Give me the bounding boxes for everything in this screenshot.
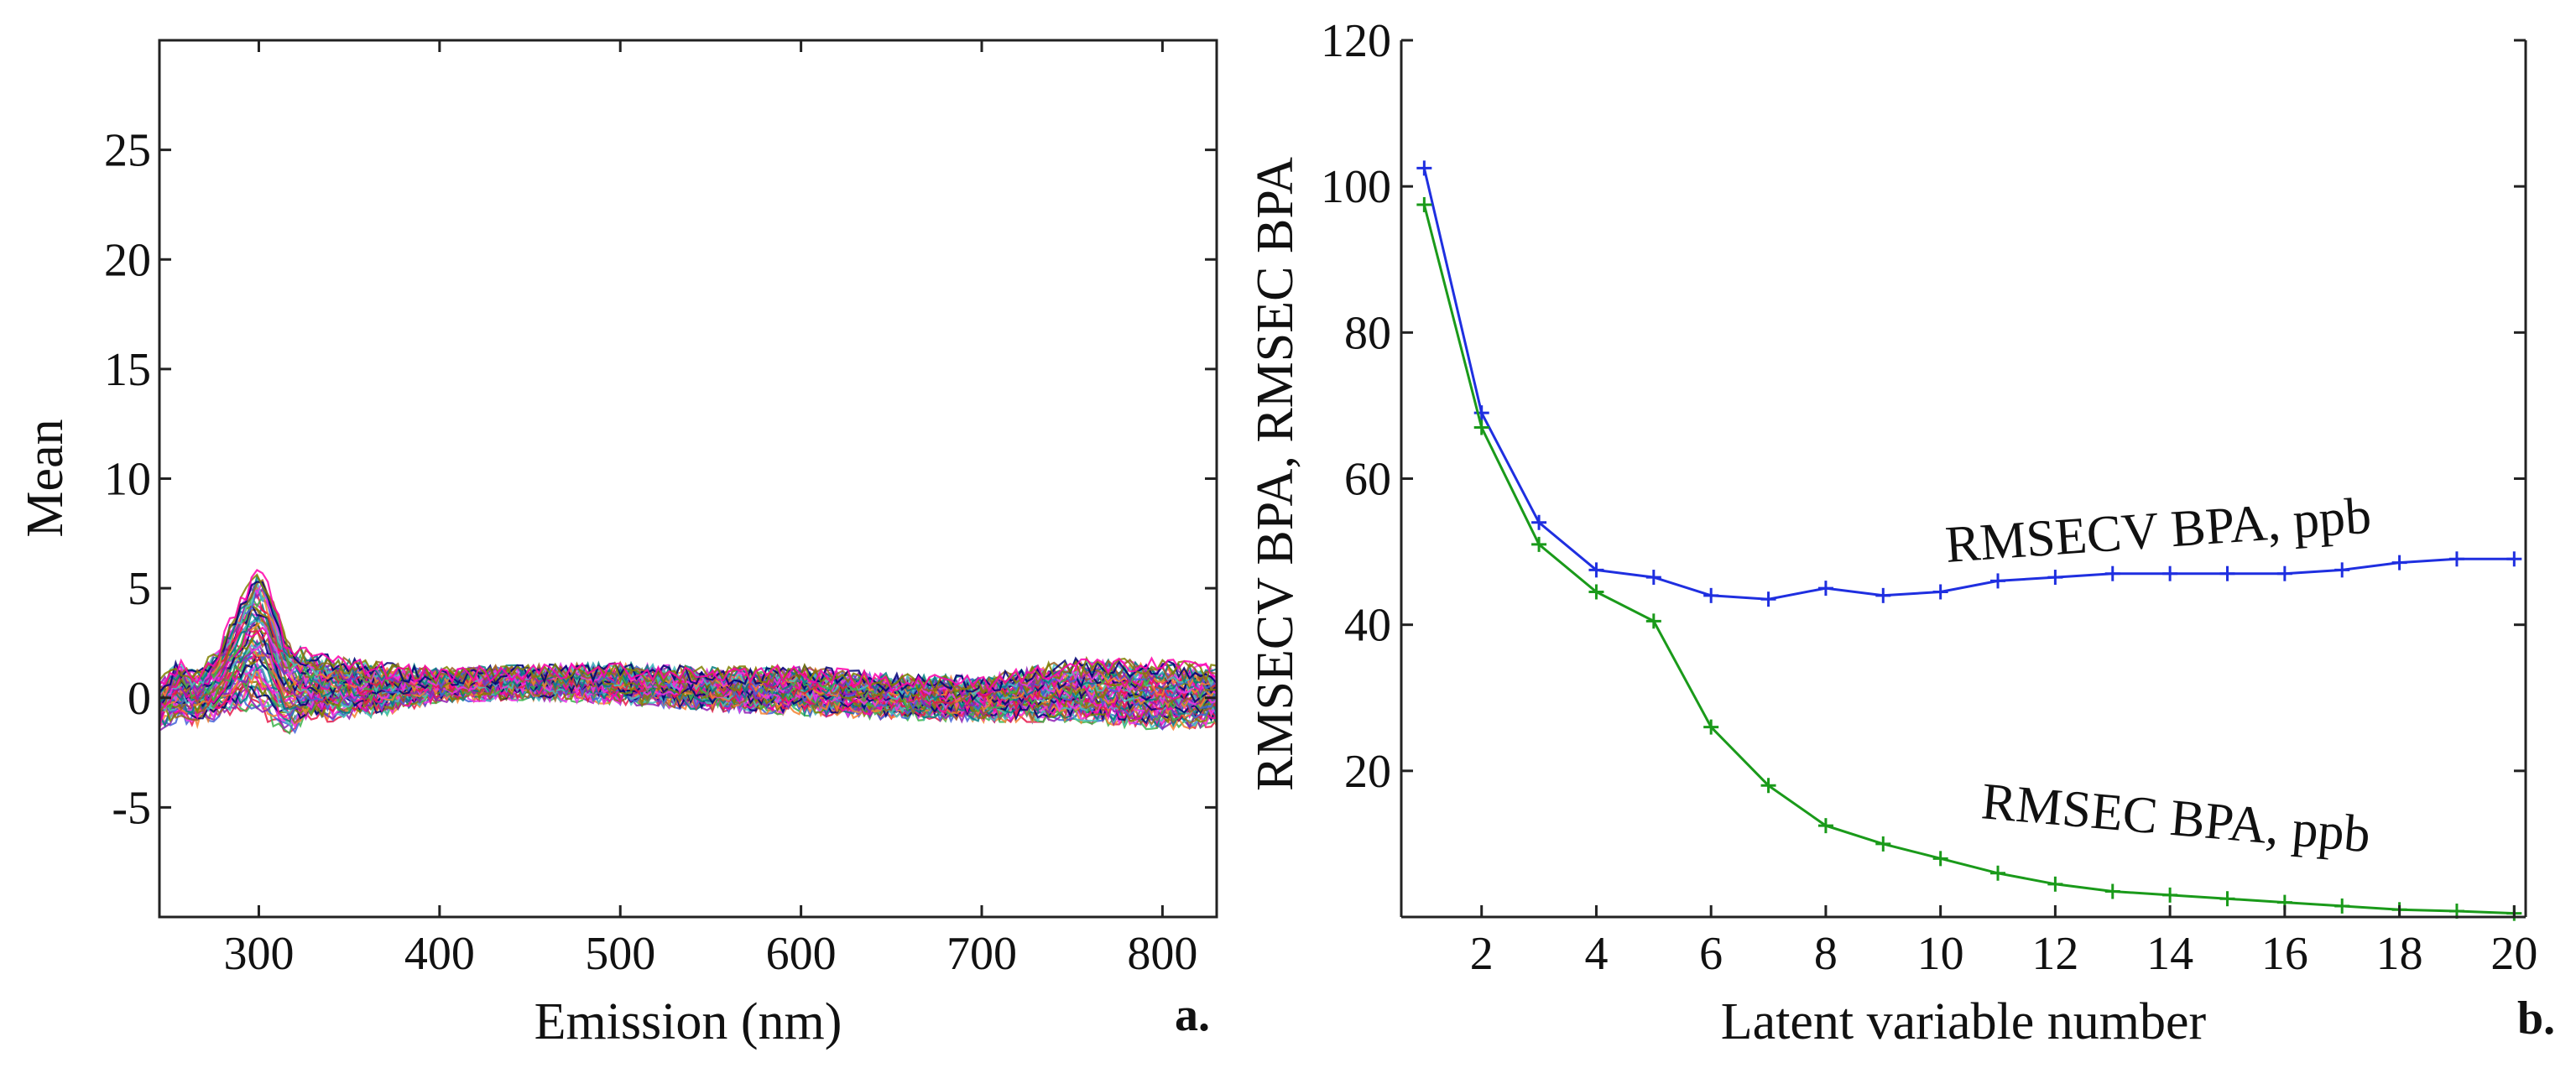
data-point-marker [2506, 551, 2522, 567]
data-point-marker [1990, 573, 2006, 589]
annotation-rmsec: RMSEC BPA, ppb [1979, 773, 2373, 863]
panel-b-x-tick-label: 8 [1814, 928, 1838, 980]
spectrum-line [159, 573, 1218, 695]
panel-b-x-tick-label: 10 [1917, 928, 1964, 980]
data-point-marker [2162, 887, 2178, 903]
data-point-marker [2047, 570, 2063, 586]
panel-b-x-tick-label: 4 [1584, 928, 1608, 980]
panel-b-y-tick-label: 20 [1344, 746, 1391, 798]
data-point-marker [1531, 536, 1547, 552]
panel-a-y-axis-title: Mean [17, 419, 74, 537]
panel-b-x-tick-label: 6 [1699, 928, 1723, 980]
annotation-rmsecv: RMSECV BPA, ppb [1943, 487, 2373, 574]
panel-a-x-tick-label: 300 [223, 928, 294, 980]
data-point-marker [1760, 778, 1776, 794]
data-point-marker [1588, 584, 1604, 600]
panel-a-x-axis-title: Emission (nm) [534, 993, 842, 1050]
data-point-marker [2219, 891, 2235, 907]
panel-a-x-tick-label: 500 [585, 928, 655, 980]
panel-a-x-tick-label: 800 [1127, 928, 1197, 980]
data-point-marker [2219, 565, 2235, 581]
data-point-marker [2334, 898, 2350, 914]
panel-b-y-tick-label: 60 [1344, 454, 1391, 506]
data-point-marker [1932, 584, 1948, 600]
data-point-marker [2391, 555, 2407, 570]
panel-b-x-tick-label: 2 [1470, 928, 1494, 980]
spectrum-line [159, 569, 1218, 692]
panel-a-y-tick-label: 5 [128, 563, 151, 615]
data-point-marker [1531, 514, 1547, 530]
data-point-marker [2104, 565, 2120, 581]
panel-a-y-tick-label: 0 [128, 673, 151, 725]
data-point-marker [1932, 851, 1948, 867]
panel-b-axes [1400, 40, 2527, 919]
data-point-marker [2047, 876, 2063, 892]
panel-a-x-tick-label: 700 [946, 928, 1017, 980]
data-point-marker [1875, 836, 1891, 852]
panel-b-x-tick-label: 14 [2146, 928, 2193, 980]
panel-b-y-axis-title: RMSECV BPA, RMSEC BPA [1247, 157, 1304, 791]
data-point-marker [1416, 160, 1432, 176]
panel-b-y-tick-label: 120 [1321, 15, 1391, 67]
panel-b-series [1416, 160, 2522, 921]
panel-b-x-tick-label: 16 [2261, 928, 2308, 980]
panel-b-x-tick-label: 12 [2031, 928, 2078, 980]
panel-b-x-tick-label: 20 [2490, 928, 2537, 980]
data-point-marker [1817, 581, 1833, 597]
data-point-marker [1703, 719, 1719, 735]
panel-a-y-tick-label: 20 [104, 234, 151, 286]
data-point-marker [2448, 551, 2464, 567]
panel-b: 2 4 6 8 10 12 14 16 18 20 20 40 60 80 100 120 Latent va… [1247, 15, 2555, 1050]
data-point-marker [1703, 587, 1719, 603]
data-point-marker [2104, 883, 2120, 899]
panel-a-ticks: 300 400 500 600 700 800 -5 0 5 10 15 20 25 [104, 40, 1217, 980]
data-point-marker [2334, 562, 2350, 578]
panel-a-label: a. [1175, 989, 1210, 1041]
data-point-marker [2276, 565, 2292, 581]
data-point-marker [1990, 865, 2006, 881]
data-point-marker [1645, 613, 1661, 629]
series-line-rmsec [1422, 204, 2515, 915]
panel-b-x-axis-title: Latent variable number [1721, 993, 2207, 1050]
panel-a-x-tick-label: 400 [404, 928, 475, 980]
spectrum-line [158, 579, 1218, 699]
panel-a-spectra [158, 569, 1218, 735]
panel-b-y-tick-label: 100 [1321, 161, 1391, 213]
data-point-marker [2162, 565, 2178, 581]
panel-a-y-tick-label: 15 [104, 344, 151, 396]
data-point-marker [1588, 562, 1604, 578]
panel-b-x-tick-label: 18 [2376, 928, 2423, 980]
data-point-marker [1473, 419, 1489, 435]
data-point-marker [1817, 818, 1833, 834]
panel-a-y-tick-label: -5 [112, 782, 151, 834]
panel-b-label: b. [2517, 992, 2555, 1045]
data-point-marker [1645, 570, 1661, 586]
panel-b-ticks: 2 4 6 8 10 12 14 16 18 20 20 40 60 80 100 120 [1321, 15, 2537, 980]
data-point-marker [1416, 196, 1432, 212]
panel-a-y-tick-label: 10 [104, 454, 151, 506]
panel-a: 300 400 500 600 700 800 -5 0 5 10 15 20 25 Emission … [17, 39, 1218, 1050]
panel-a-axes-frame [158, 39, 1218, 919]
data-point-marker [1760, 591, 1776, 607]
panel-b-y-tick-label: 80 [1344, 307, 1391, 359]
data-point-marker [1875, 587, 1891, 603]
panel-a-x-tick-label: 600 [766, 928, 837, 980]
panel-b-y-tick-label: 40 [1344, 600, 1391, 652]
series-line-rmsecv [1422, 168, 2515, 601]
panel-a-y-tick-label: 25 [104, 125, 151, 177]
